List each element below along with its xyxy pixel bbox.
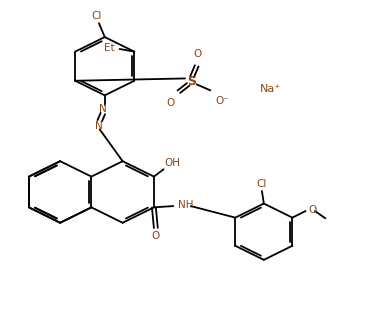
Text: OH: OH bbox=[165, 158, 180, 168]
Text: Et: Et bbox=[104, 43, 114, 53]
Text: N: N bbox=[95, 121, 103, 131]
Text: N: N bbox=[99, 104, 107, 114]
Text: Na⁺: Na⁺ bbox=[260, 84, 281, 94]
Text: O: O bbox=[166, 98, 174, 108]
Text: Cl: Cl bbox=[256, 179, 266, 189]
Text: O: O bbox=[152, 231, 160, 241]
Text: NH: NH bbox=[178, 200, 194, 211]
Text: S: S bbox=[187, 74, 197, 88]
Text: Cl: Cl bbox=[92, 11, 102, 21]
Text: O⁻: O⁻ bbox=[215, 96, 229, 106]
Text: O: O bbox=[308, 205, 316, 215]
Text: O: O bbox=[193, 49, 202, 59]
